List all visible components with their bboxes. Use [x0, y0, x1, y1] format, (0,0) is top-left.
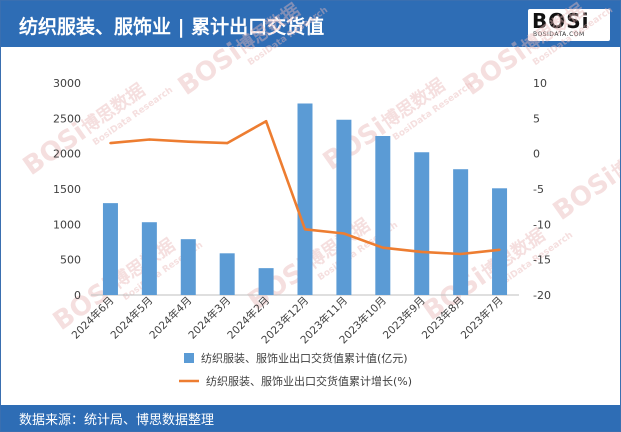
bar [102, 203, 118, 295]
y-left-tick-label: 0 [74, 289, 81, 302]
bar [414, 152, 430, 295]
y-left-tick-label: 1000 [53, 218, 81, 231]
bar [219, 253, 235, 295]
bar [180, 239, 196, 295]
line-point [109, 141, 112, 145]
brand-logo: BOSi BOSIDATA.COM [528, 9, 610, 41]
watermark-brand: BOSi [548, 162, 620, 226]
line-point [225, 141, 229, 145]
y-left-tick-label: 2500 [53, 112, 81, 125]
y-right-tick-label: 10 [533, 77, 547, 90]
line-point [148, 138, 151, 141]
y-right-tick-label: 0 [533, 148, 540, 161]
line-series [109, 119, 501, 256]
bar [336, 119, 352, 295]
line-point [381, 246, 385, 249]
y-left-tick-label: 2000 [53, 148, 81, 161]
line-point [264, 119, 268, 123]
bar-series [102, 103, 508, 295]
header-bar: 纺织服装、服饰业 | 累计出口交货值 BOSi BOSIDATA.COM [1, 1, 620, 47]
y-right-tick-label: -5 [533, 183, 544, 196]
data-source: 数据来源：统计局、博思数据整理 [19, 413, 215, 428]
bar [258, 268, 274, 295]
legend-bar-swatch [184, 353, 194, 363]
bar [297, 103, 313, 295]
bar [141, 222, 157, 295]
y-right-tick-label: 5 [533, 112, 540, 125]
y-left-tick-label: 1500 [53, 183, 81, 196]
y-right-tick-label: -20 [533, 289, 551, 302]
line-point [459, 252, 462, 256]
watermark-brand: BOSi [458, 37, 532, 101]
footer-bar: 数据来源：统计局、博思数据整理 [1, 405, 620, 431]
y-right-tick-label: -10 [533, 218, 551, 231]
chart-legend: 纺织服装、服饰业出口交货值累计值(亿元) 纺织服装、服饰业出口交货值累计增长(%) [179, 351, 412, 388]
bar [453, 169, 469, 295]
y-right-tick-label: -15 [533, 254, 551, 267]
page-title: 纺织服装、服饰业 | 累计出口交货值 [19, 16, 325, 38]
bar [492, 188, 508, 295]
line-point [187, 140, 190, 143]
line-point [342, 232, 346, 235]
logo-text: BOSi [532, 9, 590, 33]
y-left-tick-label: 3000 [53, 77, 81, 90]
y-left-tick-label: 500 [60, 254, 81, 267]
legend-line-label: 纺织服装、服饰业出口交货值累计增长(%) [206, 374, 412, 388]
bar [375, 136, 391, 295]
legend-bar-label: 纺织服装、服饰业出口交货值累计值(亿元) [201, 351, 408, 365]
line-point [498, 248, 501, 251]
line-point [420, 250, 423, 254]
line-point [303, 228, 307, 231]
watermark-brand: BOSi [173, 37, 247, 101]
logo-subtext: BOSIDATA.COM [533, 31, 585, 38]
